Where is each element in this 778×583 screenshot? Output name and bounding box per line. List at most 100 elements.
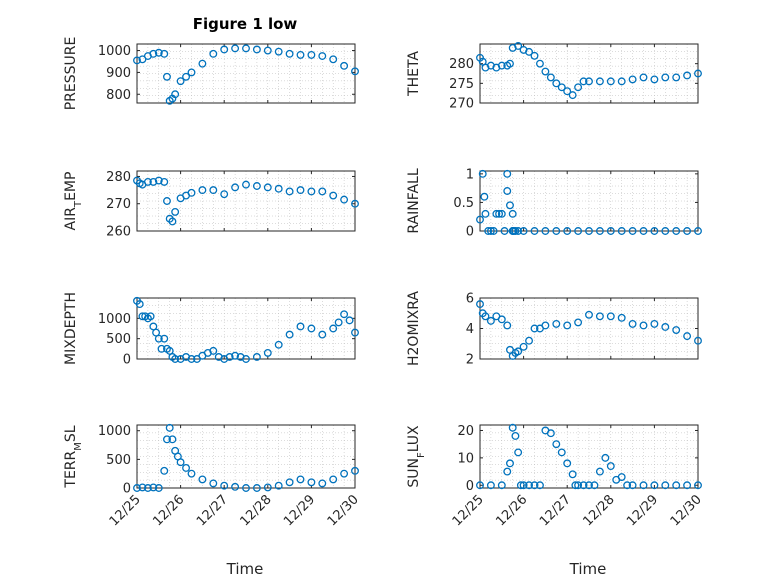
- data-point: [231, 482, 240, 491]
- data-point: [511, 227, 520, 235]
- data-point: [650, 481, 659, 490]
- data-point: [628, 481, 637, 490]
- data-point: [135, 300, 144, 309]
- data-point: [296, 322, 305, 331]
- x-tick-label: 12/29: [624, 492, 661, 529]
- data-point: [595, 227, 604, 235]
- data-point: [307, 50, 316, 59]
- y-axis-label: RAINFALL: [406, 168, 422, 233]
- data-point: [606, 77, 615, 86]
- data-point: [486, 227, 495, 235]
- data-point: [661, 227, 670, 235]
- data-point: [220, 481, 229, 490]
- data-point: [541, 321, 550, 330]
- data-point: [557, 83, 566, 92]
- data-point: [508, 423, 517, 432]
- data-point: [198, 59, 207, 68]
- data-point: [628, 227, 637, 235]
- plot-area-frame: [479, 170, 699, 232]
- y-tick-label: 260: [106, 225, 131, 240]
- data-point: [340, 61, 349, 70]
- data-point: [579, 481, 588, 490]
- data-point: [574, 318, 583, 327]
- series-1: [476, 42, 702, 100]
- data-point: [149, 483, 158, 492]
- data-point: [163, 197, 171, 205]
- x-tick-label: 12/26: [493, 492, 530, 529]
- data-point: [595, 77, 604, 86]
- data-point: [351, 67, 359, 76]
- data-point: [242, 355, 250, 363]
- data-point: [171, 90, 180, 99]
- subplot-3: 260 270 280 AIRTEMP: [63, 170, 359, 240]
- x-axis-label-left: Time: [226, 560, 264, 578]
- data-point: [530, 51, 539, 60]
- series-1: [476, 169, 702, 235]
- data-point: [506, 459, 514, 468]
- data-point: [519, 342, 528, 351]
- y-tick-label: 20: [457, 424, 474, 439]
- data-point: [628, 75, 637, 84]
- y-axis-label: H2OMIXRA: [406, 291, 422, 366]
- series-1: [133, 176, 359, 226]
- data-point: [345, 316, 354, 325]
- data-point: [318, 479, 327, 488]
- x-tick-label: 12/25: [107, 492, 144, 529]
- y-tick-label: 500: [106, 332, 131, 347]
- subplot-7: 0 500 1000 12/25 12/26 12/27 12/28 12/29 12/30 TE…: [63, 423, 362, 529]
- data-point: [263, 483, 272, 492]
- plot-area-frame: [479, 43, 699, 104]
- data-point: [650, 75, 659, 84]
- data-point: [154, 176, 163, 185]
- series-1: [476, 423, 702, 490]
- data-point: [672, 326, 681, 334]
- data-point: [639, 321, 648, 330]
- y-axis-label-part: LUX: [406, 425, 422, 452]
- y-tick-label: 500: [106, 453, 131, 468]
- data-point: [334, 318, 343, 327]
- y-tick-label: 0: [466, 479, 474, 494]
- x-tick-label: 12/28: [581, 492, 618, 529]
- data-point: [525, 336, 533, 345]
- data-point: [585, 227, 593, 235]
- data-point: [143, 177, 152, 186]
- data-point: [478, 169, 487, 178]
- y-tick-label: 2: [466, 353, 474, 368]
- x-tick-label: 12/26: [150, 492, 187, 529]
- x-tick-label: 12/30: [668, 492, 705, 529]
- data-point: [516, 481, 525, 490]
- data-point: [511, 432, 520, 440]
- data-point: [340, 469, 349, 478]
- data-point: [209, 49, 218, 58]
- data-point: [242, 180, 250, 189]
- y-axis-label-part: AIR: [63, 207, 79, 231]
- data-point: [133, 56, 141, 65]
- plot-area-frame: [136, 297, 356, 360]
- y-tick-label: 900: [106, 66, 131, 81]
- data-point: [489, 227, 498, 235]
- data-point: [157, 344, 166, 353]
- data-point: [176, 458, 185, 467]
- data-point: [143, 484, 152, 492]
- data-point: [163, 435, 171, 444]
- data-point: [639, 227, 648, 235]
- data-point: [160, 49, 169, 58]
- data-point: [307, 324, 316, 333]
- y-tick-label: 270: [106, 197, 131, 212]
- data-point: [525, 47, 533, 56]
- data-point: [329, 324, 338, 333]
- data-point: [552, 227, 561, 235]
- data-point: [574, 227, 583, 235]
- data-point: [639, 73, 648, 82]
- subplot-4: 0 0.5 1 RAINFALL: [406, 167, 702, 240]
- subplot-8: 0 10 20 12/25 12/26 12/27 12/28 12/29 12/30 SUNFL…: [406, 423, 705, 529]
- data-point: [672, 73, 681, 82]
- data-point: [650, 319, 659, 328]
- data-point: [480, 192, 489, 201]
- data-point: [476, 481, 484, 490]
- data-point: [546, 429, 555, 438]
- data-point: [571, 481, 580, 490]
- subplot-6: 2 4 6 H2OMIXRA: [406, 291, 702, 368]
- data-point: [484, 227, 493, 235]
- data-point: [231, 44, 240, 53]
